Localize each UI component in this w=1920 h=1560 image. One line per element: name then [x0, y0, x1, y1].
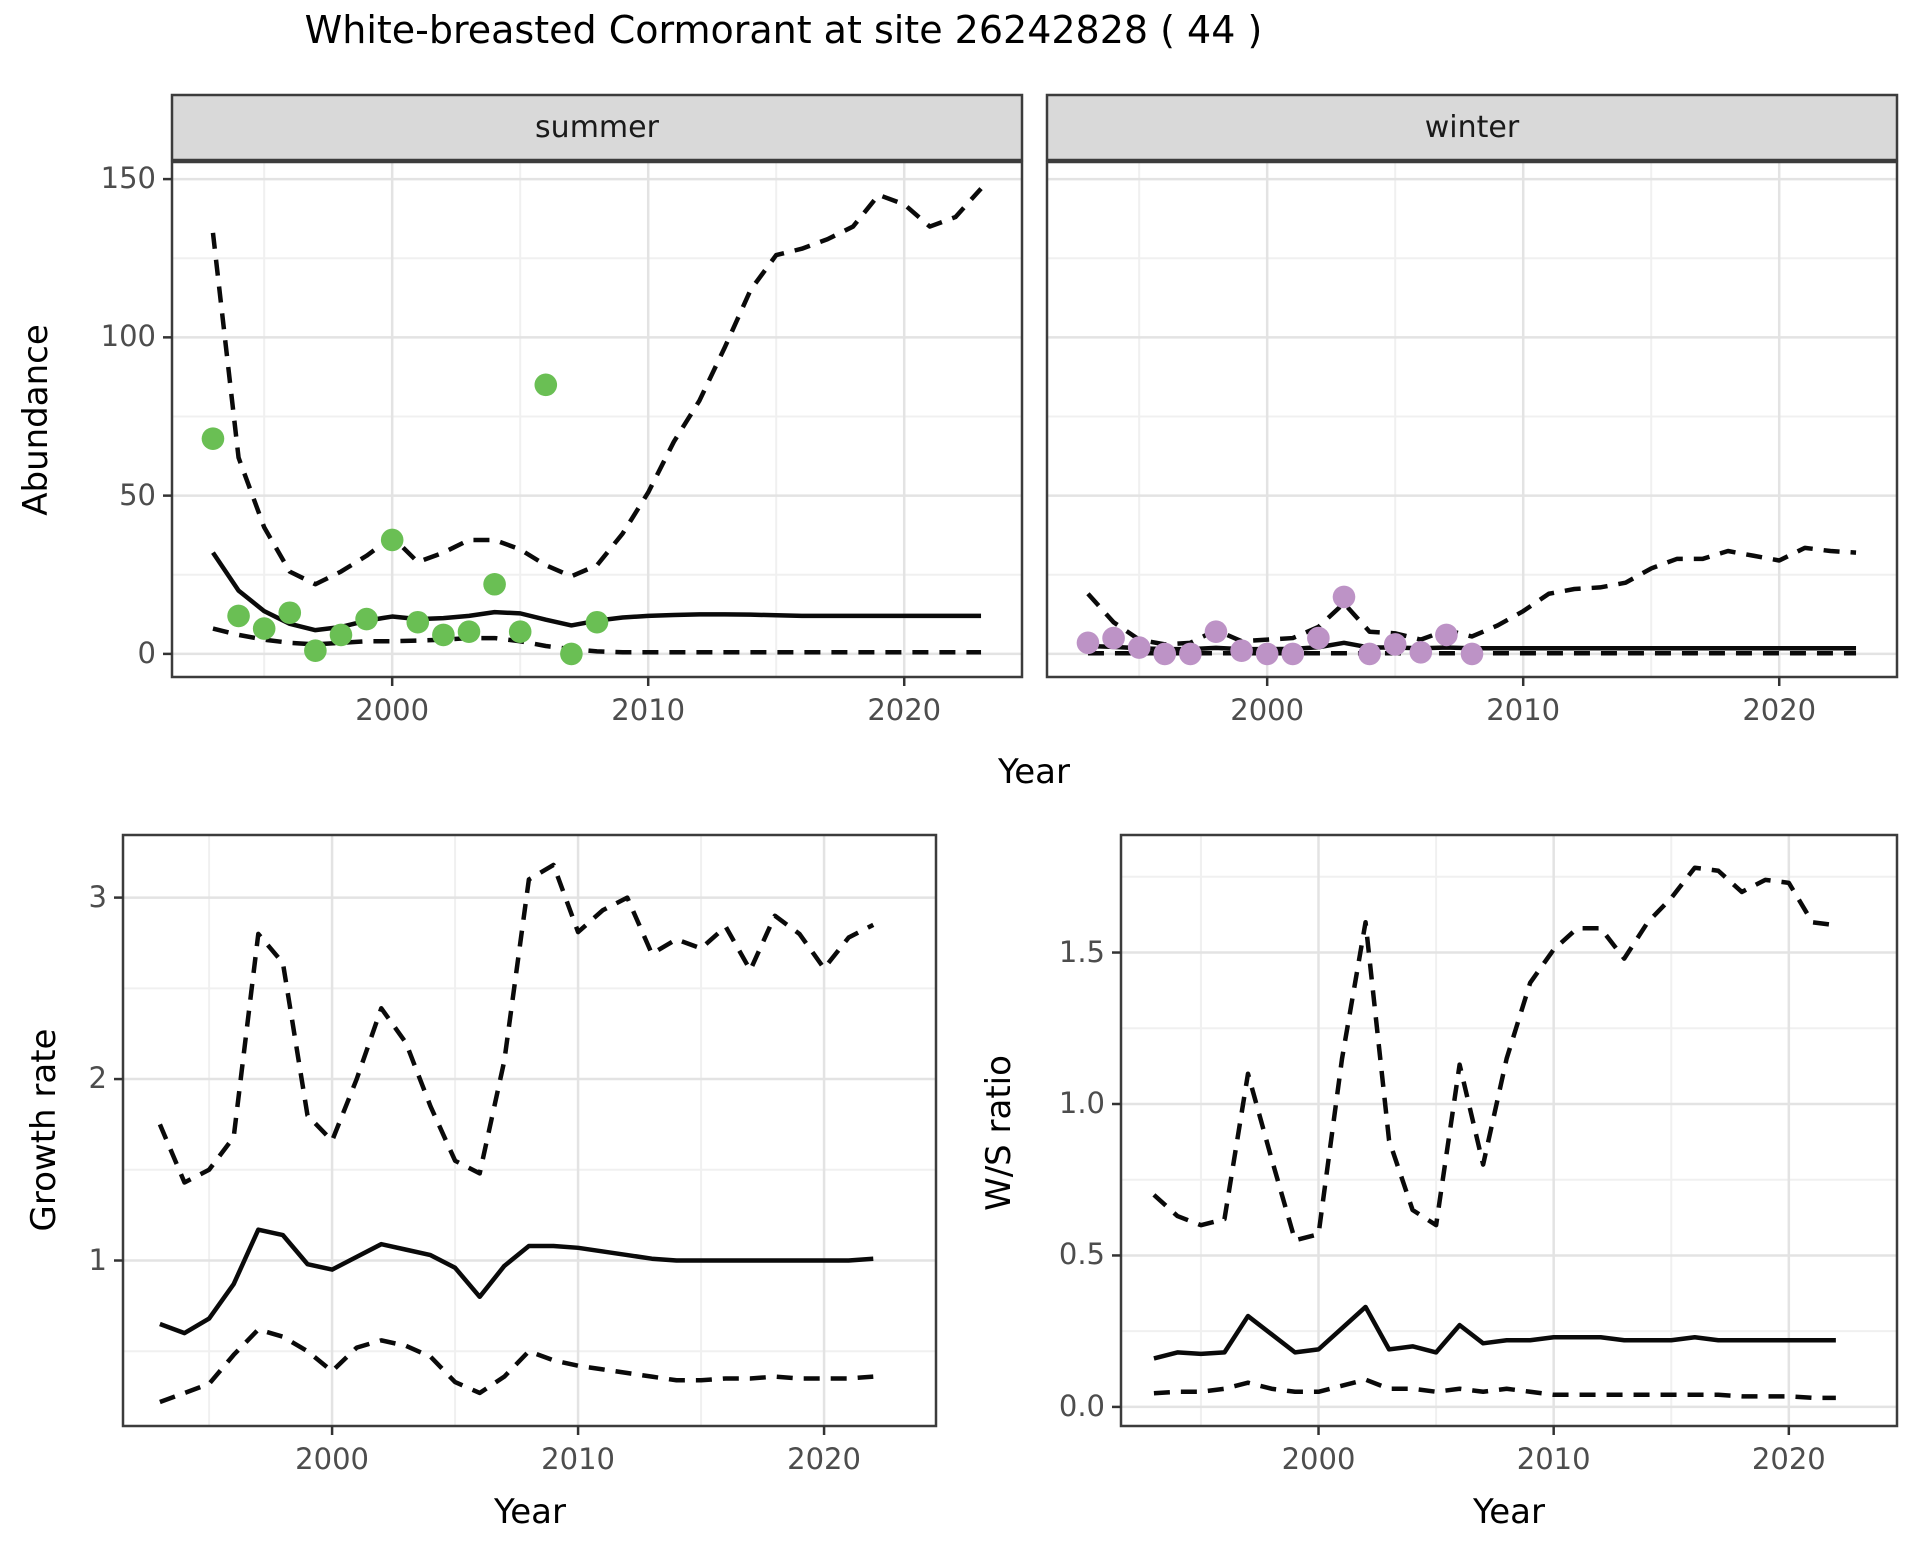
- panel-abundance-summer: [163, 93, 1024, 686]
- ws-ratio-upper-ci-line: [1152, 865, 1837, 1243]
- x-tick-label: 2010: [1516, 1442, 1591, 1476]
- y-tick-label: 100: [100, 319, 156, 354]
- y-tick-label: 3: [88, 879, 107, 914]
- abundance-winter-observed-counts-point: [1435, 623, 1458, 647]
- y-tick-label: 1.5: [1058, 934, 1105, 969]
- y-tick-label: 50: [119, 477, 156, 512]
- facet-strip-label-winter: winter: [1424, 110, 1520, 145]
- abundance-winter-observed-counts-point: [1383, 633, 1407, 656]
- abundance-summer-observed-counts-point: [329, 623, 353, 647]
- abundance-summer-observed-counts-point: [483, 572, 506, 596]
- abundance-winter-observed-counts-point: [1409, 641, 1433, 664]
- abundance-summer-observed-counts-point: [278, 601, 302, 625]
- y-tick-label: 150: [100, 161, 156, 196]
- ws-ratio-estimate-line: [1153, 1304, 1836, 1361]
- facet-strip-summer: [170, 93, 1024, 162]
- top-x-axis-title: Year: [998, 752, 1070, 792]
- abundance-winter-observed-counts-point: [1102, 626, 1125, 650]
- abundance-summer-observed-counts-point: [252, 617, 276, 640]
- abundance-summer-observed-counts-point: [355, 607, 378, 631]
- y-tick-label: 0.5: [1058, 1237, 1105, 1272]
- abundance-summer-observed-counts-point: [585, 610, 609, 634]
- x-tick-label: 2020: [1751, 1442, 1826, 1476]
- abundance-winter-observed-counts-point: [1076, 631, 1100, 655]
- abundance-winter-observed-counts-point: [1127, 636, 1151, 659]
- abundance-winter-upper-ci-line: [1086, 545, 1857, 647]
- abundance-winter-observed-counts-point: [1460, 642, 1484, 666]
- y-tick-label: 0.0: [1058, 1388, 1105, 1423]
- panel-ws-ratio: [1112, 833, 1899, 1435]
- panel-border: [1119, 833, 1899, 1428]
- abundance-winter-observed-counts-point: [1153, 642, 1177, 666]
- abundance-winter-observed-counts-point: [1358, 642, 1381, 666]
- x-tick-label: 2000: [295, 1442, 369, 1476]
- abundance-summer-observed-counts-point: [201, 427, 225, 450]
- facet-strip-label-summer: summer: [535, 110, 659, 145]
- panel-border: [1045, 160, 1899, 679]
- panel-border: [121, 833, 938, 1428]
- abundance-summer-observed-counts-point: [457, 620, 481, 644]
- abundance-summer-observed-counts-point: [304, 639, 327, 663]
- x-tick-label: 2000: [1230, 693, 1305, 727]
- abundance-summer-observed-counts-point: [560, 642, 583, 666]
- abundance-summer-observed-counts-point: [380, 528, 404, 552]
- abundance-summer-observed-counts-point: [432, 623, 455, 647]
- abundance-winter-observed-counts-point: [1230, 639, 1253, 663]
- abundance-winter-observed-counts-point: [1307, 626, 1330, 650]
- abundance-summer-observed-counts-point: [406, 610, 430, 634]
- growth-rate-estimate-line: [159, 1227, 874, 1336]
- growth-x-axis-title: Year: [494, 1492, 566, 1532]
- abundance-summer-lower-ci-line: [212, 626, 982, 655]
- facet-strip-winter: [1045, 93, 1899, 162]
- panel-growth-rate: [114, 833, 938, 1435]
- y-tick-label: 1.0: [1058, 1085, 1105, 1120]
- growth-rate-lower-ci-line: [159, 1327, 874, 1405]
- x-tick-label: 2010: [611, 693, 686, 727]
- x-tick-label: 2020: [1742, 693, 1817, 727]
- abundance-winter-observed-counts-point: [1204, 620, 1228, 644]
- abundance-summer-observed-counts-point: [508, 620, 532, 644]
- y-tick-label: 0: [137, 635, 156, 670]
- abundance-winter-observed-counts-point: [1179, 642, 1202, 666]
- growth-rate-upper-ci-line: [157, 862, 875, 1185]
- x-tick-label: 2010: [541, 1442, 615, 1476]
- x-tick-label: 2000: [1281, 1442, 1356, 1476]
- ws-ratio-lower-ci-line: [1153, 1377, 1836, 1401]
- x-tick-label: 2020: [867, 693, 942, 727]
- y-tick-label: 2: [88, 1061, 107, 1096]
- x-tick-label: 2010: [1486, 693, 1561, 727]
- abundance-winter-observed-counts-point: [1332, 585, 1356, 609]
- y-tick-label: 1: [88, 1242, 107, 1277]
- abundance-summer-observed-counts-point: [227, 604, 250, 628]
- plot-title: White-breasted Cormorant at site 2624282…: [304, 8, 1263, 52]
- abundance-winter-observed-counts-point: [1281, 642, 1305, 666]
- panel-border: [170, 160, 1024, 679]
- x-tick-label: 2020: [787, 1442, 861, 1476]
- abundance-summer-observed-counts-point: [534, 373, 558, 397]
- abundance-summer-upper-ci-line: [210, 187, 983, 587]
- ws-x-axis-title: Year: [1473, 1492, 1545, 1532]
- x-tick-label: 2000: [355, 693, 430, 727]
- panel-abundance-winter: [1045, 93, 1899, 686]
- abundance-winter-observed-counts-point: [1255, 642, 1279, 666]
